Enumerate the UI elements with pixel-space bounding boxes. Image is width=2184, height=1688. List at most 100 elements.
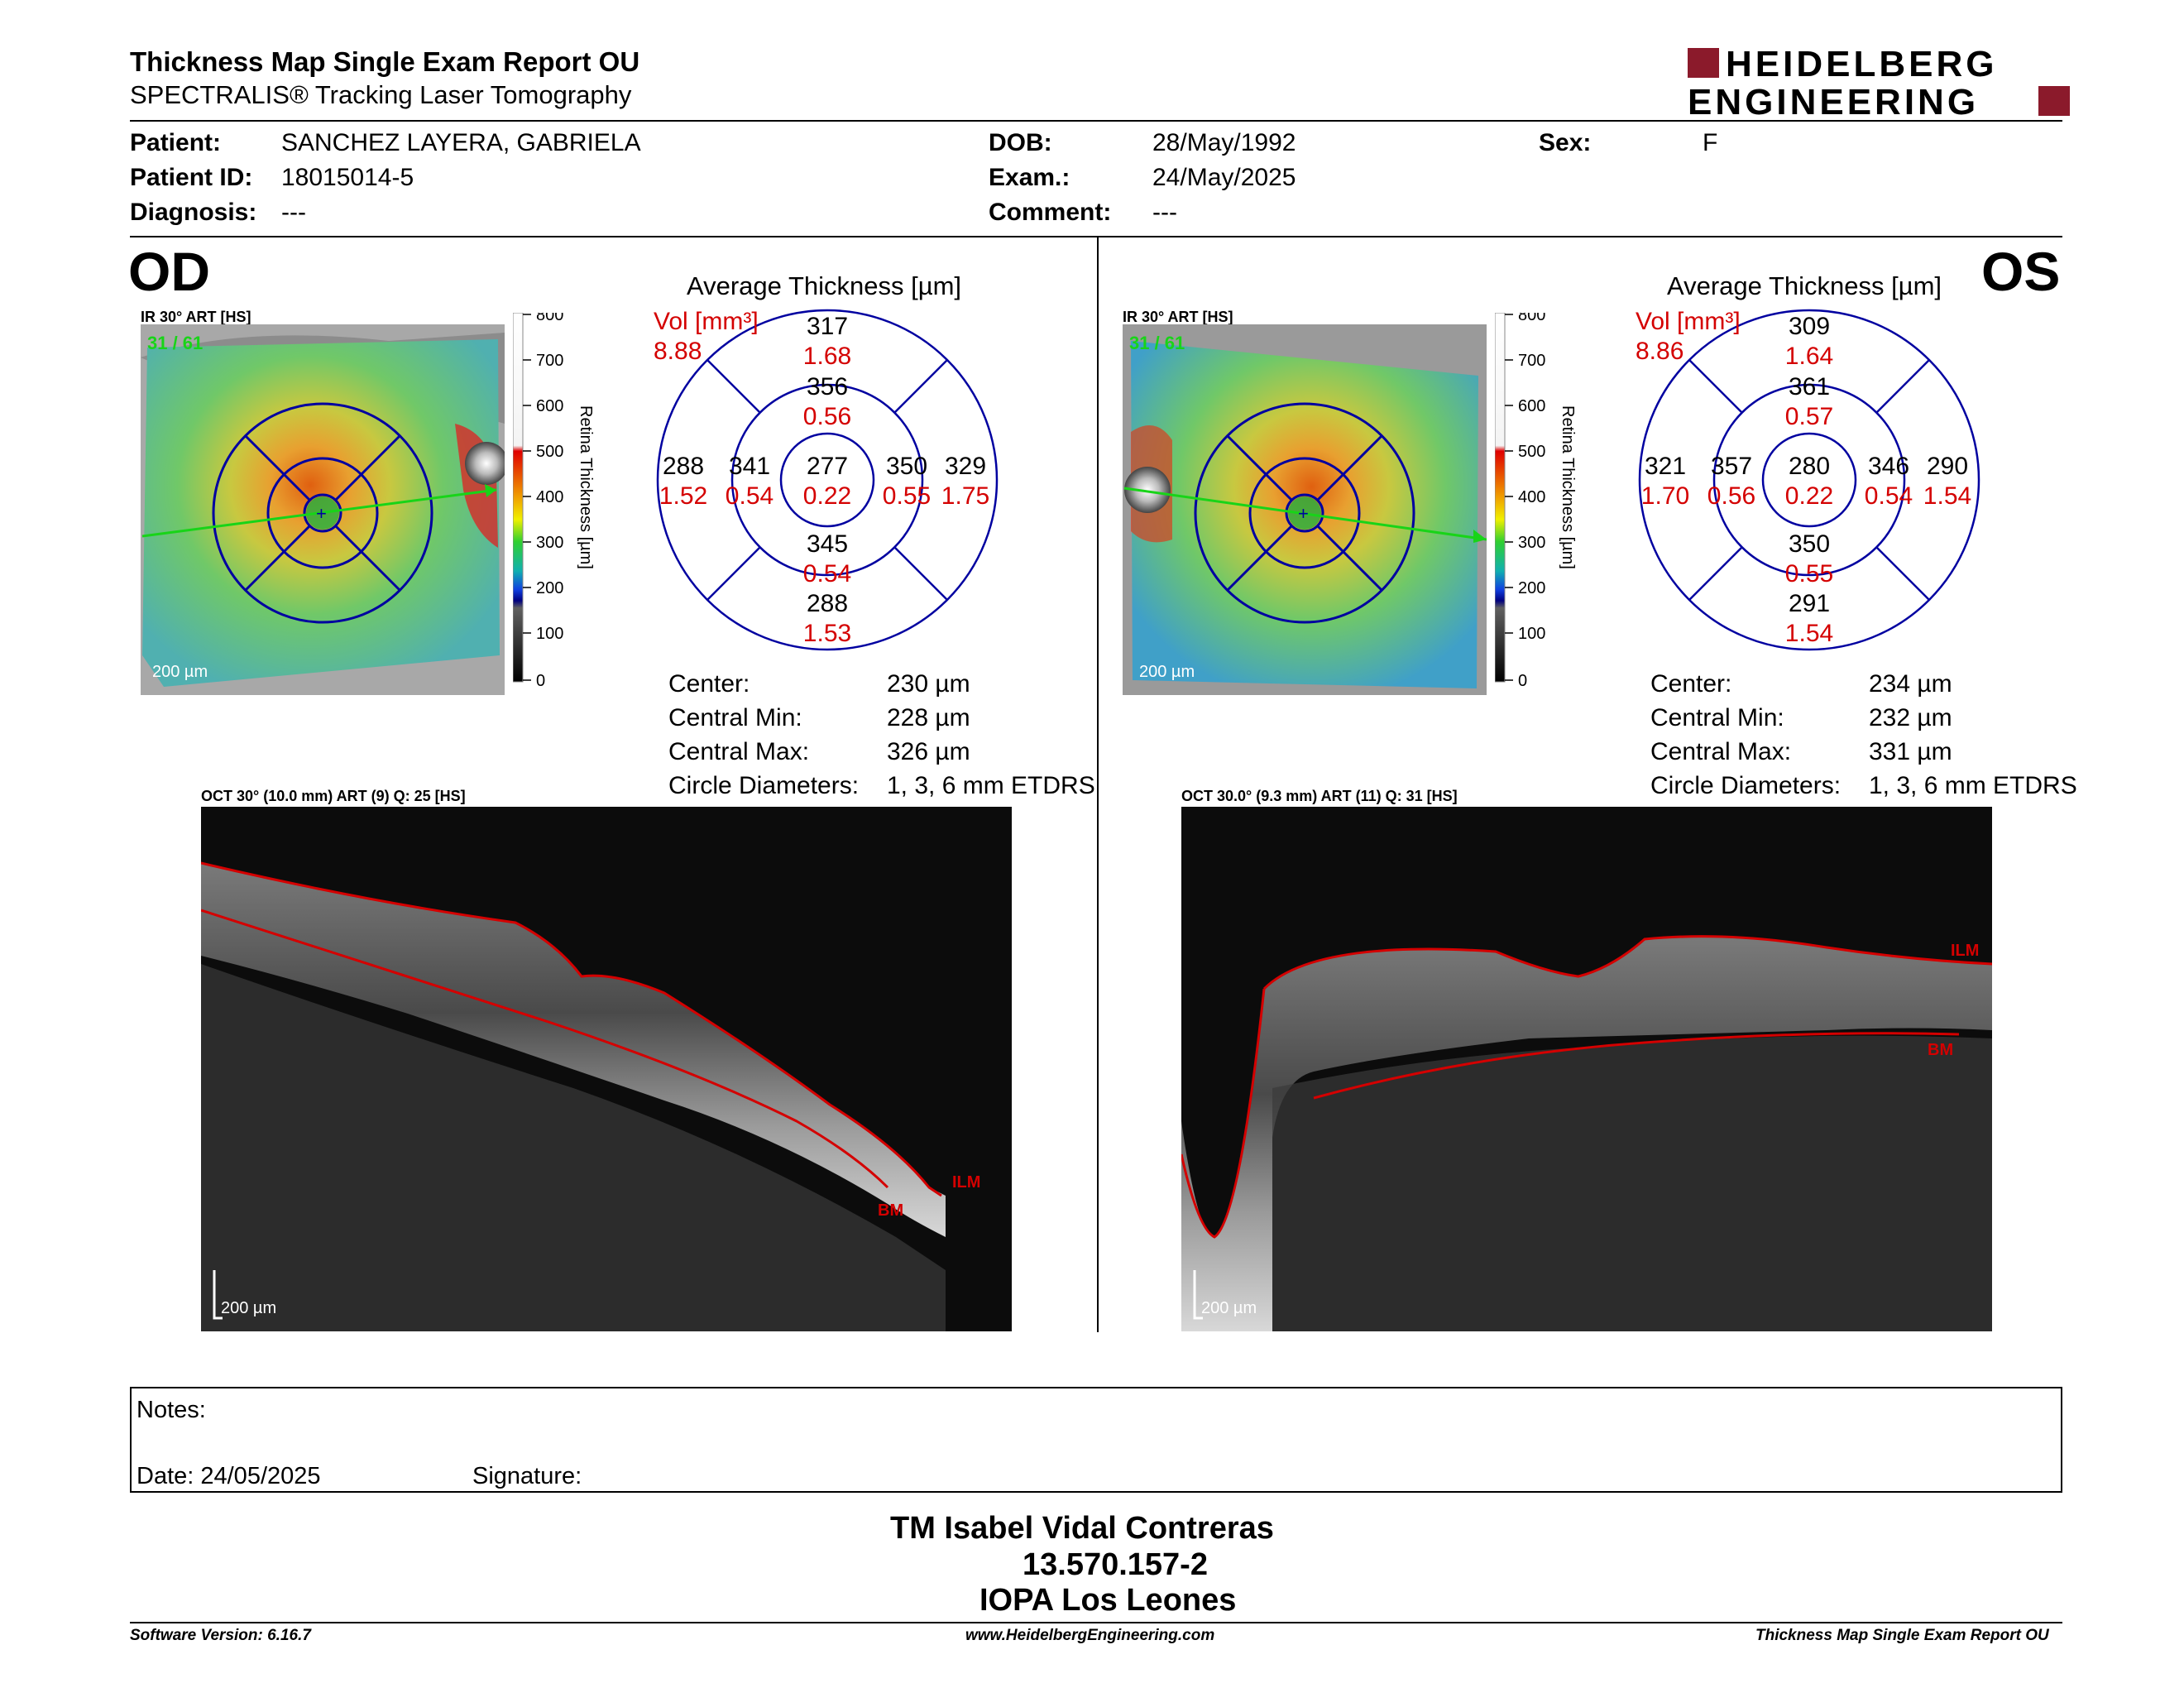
od-eye-label: OD xyxy=(128,241,210,302)
signer-institution: IOPA Los Leones xyxy=(979,1583,1237,1618)
diagnosis-label: Diagnosis: xyxy=(130,199,257,226)
os-colorbar: 800 700 600 500 400 300 200 100 0 Retina… xyxy=(1495,313,1577,690)
od-cbar-title: Retina Thickness [µm] xyxy=(577,405,595,569)
os-cbar-tick: 600 xyxy=(1518,397,1545,415)
os-outer-left-thickness: 321 xyxy=(1645,453,1686,480)
os-center-label: Center: xyxy=(1650,670,1732,698)
od-oct-bscan: ILM BM 200 µm xyxy=(201,807,1012,1331)
od-cbar-tick: 700 xyxy=(536,352,563,370)
patient-label: Patient: xyxy=(130,129,222,156)
os-cbar-tick: 500 xyxy=(1518,443,1545,461)
os-central-max-label: Central Max: xyxy=(1650,738,1792,765)
od-vol-label: Vol [mm³] xyxy=(654,308,759,335)
os-circle-diam-value: 1, 3, 6 mm ETDRS xyxy=(1869,772,2077,799)
os-inner-inf-volume: 0.55 xyxy=(1785,560,1833,587)
header-divider xyxy=(130,120,2062,122)
od-center-thickness: 277 xyxy=(807,453,848,480)
od-etdrs-grid: 317 1.68 356 0.56 277 0.22 345 0.54 288 … xyxy=(656,309,999,651)
os-inner-left-volume: 0.56 xyxy=(1707,482,1755,510)
od-inner-sup-volume: 0.56 xyxy=(803,403,851,430)
notes-label: Notes: xyxy=(136,1397,206,1423)
od-frame-count: 31 / 61 xyxy=(147,333,203,353)
od-fundus-scale: 200 µm xyxy=(152,663,208,681)
report-title: Thickness Map Single Exam Report OU xyxy=(130,46,640,77)
od-outer-left-thickness: 288 xyxy=(663,453,704,480)
os-inner-sup-volume: 0.57 xyxy=(1785,403,1833,430)
os-center-value: 234 µm xyxy=(1869,670,1952,698)
footer-software-version: Software Version: 6.16.7 xyxy=(130,1627,311,1644)
logo-line2: ENGINEERING xyxy=(1688,82,1979,119)
os-outer-inf-volume: 1.54 xyxy=(1785,620,1833,647)
od-ir-label: IR 30° ART [HS] xyxy=(141,309,251,325)
od-outer-left-volume: 1.52 xyxy=(659,482,707,510)
od-avg-title: Average Thickness [µm] xyxy=(687,271,962,300)
od-inner-left-volume: 0.54 xyxy=(726,482,774,510)
od-cbar-tick: 200 xyxy=(536,579,563,597)
od-central-max-value: 326 µm xyxy=(887,738,970,765)
od-inner-left-thickness: 341 xyxy=(729,453,770,480)
od-colorbar: 800 700 600 500 400 300 200 100 0 Retina… xyxy=(513,313,595,690)
os-circle-diam-label: Circle Diameters: xyxy=(1650,772,1842,799)
os-avg-title: Average Thickness [µm] xyxy=(1667,271,1942,300)
heidelberg-logo: HEIDELBERG ENGINEERING xyxy=(1688,45,2070,119)
os-cbar-tick: 400 xyxy=(1518,488,1545,506)
eye-divider xyxy=(1097,237,1099,1332)
os-cbar-title: Retina Thickness [µm] xyxy=(1559,405,1577,569)
od-inner-right-volume: 0.55 xyxy=(883,482,931,510)
od-center-value: 230 µm xyxy=(887,670,970,698)
os-eye-label: OS xyxy=(1981,241,2061,302)
signature-label: Signature: xyxy=(472,1463,582,1489)
od-center-label: Center: xyxy=(668,670,750,698)
os-central-min-value: 232 µm xyxy=(1869,704,1952,731)
sex-value: F xyxy=(1703,129,1718,156)
os-outer-inf-thickness: 291 xyxy=(1789,590,1830,617)
od-outer-sup-volume: 1.68 xyxy=(803,343,851,370)
os-vol-label: Vol [mm³] xyxy=(1636,308,1741,335)
logo-line1: HEIDELBERG xyxy=(1726,45,1997,84)
od-center-volume: 0.22 xyxy=(803,482,851,510)
od-inner-inf-thickness: 345 xyxy=(807,530,848,558)
dob-label: DOB: xyxy=(989,129,1052,156)
footer-divider xyxy=(130,1622,2062,1623)
os-outer-sup-thickness: 309 xyxy=(1789,313,1830,340)
os-etdrs-grid: 309 1.64 361 0.57 280 0.22 350 0.55 291 … xyxy=(1638,309,1980,651)
os-inner-right-thickness: 346 xyxy=(1868,453,1909,480)
os-oct-label: OCT 30.0° (9.3 mm) ART (11) Q: 31 [HS] xyxy=(1181,788,1458,804)
os-outer-left-volume: 1.70 xyxy=(1641,482,1689,510)
od-central-min-label: Central Min: xyxy=(668,704,802,731)
os-central-max-value: 331 µm xyxy=(1869,738,1952,765)
info-divider xyxy=(130,236,2062,237)
comment-label: Comment: xyxy=(989,199,1112,226)
diagnosis-value: --- xyxy=(281,199,306,226)
os-outer-right-thickness: 290 xyxy=(1927,453,1968,480)
os-frame-count: 31 / 61 xyxy=(1129,333,1185,353)
od-outer-right-thickness: 329 xyxy=(945,453,986,480)
od-oct-label: OCT 30° (10.0 mm) ART (9) Q: 25 [HS] xyxy=(201,788,466,804)
od-circle-diam-label: Circle Diameters: xyxy=(668,772,860,799)
od-cbar-tick: 800 xyxy=(536,313,563,324)
patient-name: SANCHEZ LAYERA, GABRIELA xyxy=(281,129,641,156)
os-cbar-tick: 100 xyxy=(1518,625,1545,643)
report-subtitle: SPECTRALIS® Tracking Laser Tomography xyxy=(130,80,632,109)
os-outer-sup-volume: 1.64 xyxy=(1785,343,1833,370)
os-ilm-label: ILM xyxy=(1951,942,1979,960)
od-cbar-tick: 600 xyxy=(536,397,563,415)
od-inner-inf-volume: 0.54 xyxy=(803,560,851,587)
od-outer-inf-volume: 1.53 xyxy=(803,620,851,647)
od-circle-diam-value: 1, 3, 6 mm ETDRS xyxy=(887,772,1095,799)
os-inner-inf-thickness: 350 xyxy=(1789,530,1830,558)
os-bm-label: BM xyxy=(1928,1041,1953,1059)
os-vol-total: 8.86 xyxy=(1636,338,1684,365)
footer-website: www.HeidelbergEngineering.com xyxy=(965,1627,1215,1644)
od-vol-total: 8.88 xyxy=(654,338,702,365)
od-cbar-tick: 100 xyxy=(536,625,563,643)
os-cbar-tick: 300 xyxy=(1518,534,1545,552)
os-inner-right-volume: 0.54 xyxy=(1865,482,1913,510)
exam-date: 24/May/2025 xyxy=(1152,164,1296,191)
od-oct-scale: 200 µm xyxy=(221,1299,276,1317)
os-inner-sup-thickness: 361 xyxy=(1789,373,1830,400)
svg-text:+: + xyxy=(1298,503,1309,524)
od-fundus-image: 31 / 61 + 200 µm xyxy=(141,324,505,695)
od-outer-sup-thickness: 317 xyxy=(807,313,848,340)
od-cbar-tick: 500 xyxy=(536,443,563,461)
